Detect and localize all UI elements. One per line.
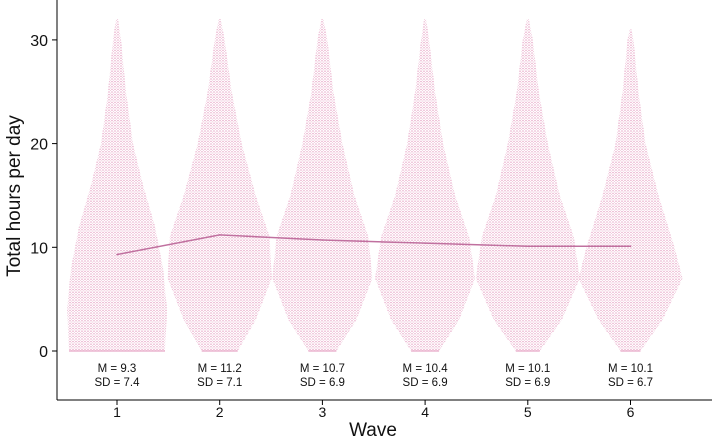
swarm-wave-4 [375,19,476,351]
mean-point [424,242,426,244]
x-tick-label: 2 [216,404,224,420]
sd-annotation: SD = 6.9 [300,377,345,389]
mean-point [218,234,221,236]
x-tick-label: 5 [524,404,532,420]
y-axis-label: Total hours per day [4,115,25,277]
mean-annotation: M = 11.2 [198,363,242,375]
sd-annotation: SD = 6.9 [403,377,448,389]
swarm-wave-1 [67,19,167,351]
swarm-wave-6 [578,29,683,352]
x-tick-label: 3 [319,404,327,420]
mean-annotation: M = 10.1 [505,363,550,375]
y-tick-label: 20 [30,137,48,154]
mean-line [116,234,631,256]
sd-annotation: SD = 6.9 [505,377,550,389]
x-tick-label: 1 [113,404,121,420]
x-tick-label: 4 [421,404,429,420]
y-tick-label: 30 [30,33,48,50]
sd-annotation: SD = 6.7 [608,377,653,389]
mean-annotation: M = 10.7 [300,363,345,375]
y-tick-label: 0 [39,344,48,361]
mean-point [629,245,632,248]
mean-point [321,239,324,241]
swarm-wave-5 [475,19,580,351]
swarm-wave-3 [272,19,373,351]
mean-annotation: M = 10.4 [403,363,449,375]
mean-point [116,253,118,256]
sd-annotation: SD = 7.4 [94,377,140,389]
sd-annotation: SD = 7.1 [197,377,242,389]
mean-point [527,245,529,248]
mean-annotation: M = 10.1 [608,363,653,375]
mean-annotation: M = 9.3 [98,363,137,375]
y-tick-label: 10 [30,240,48,257]
x-axis-label: Wave [349,420,397,440]
x-tick-label: 6 [627,404,635,420]
swarm-wave-2 [167,19,272,351]
